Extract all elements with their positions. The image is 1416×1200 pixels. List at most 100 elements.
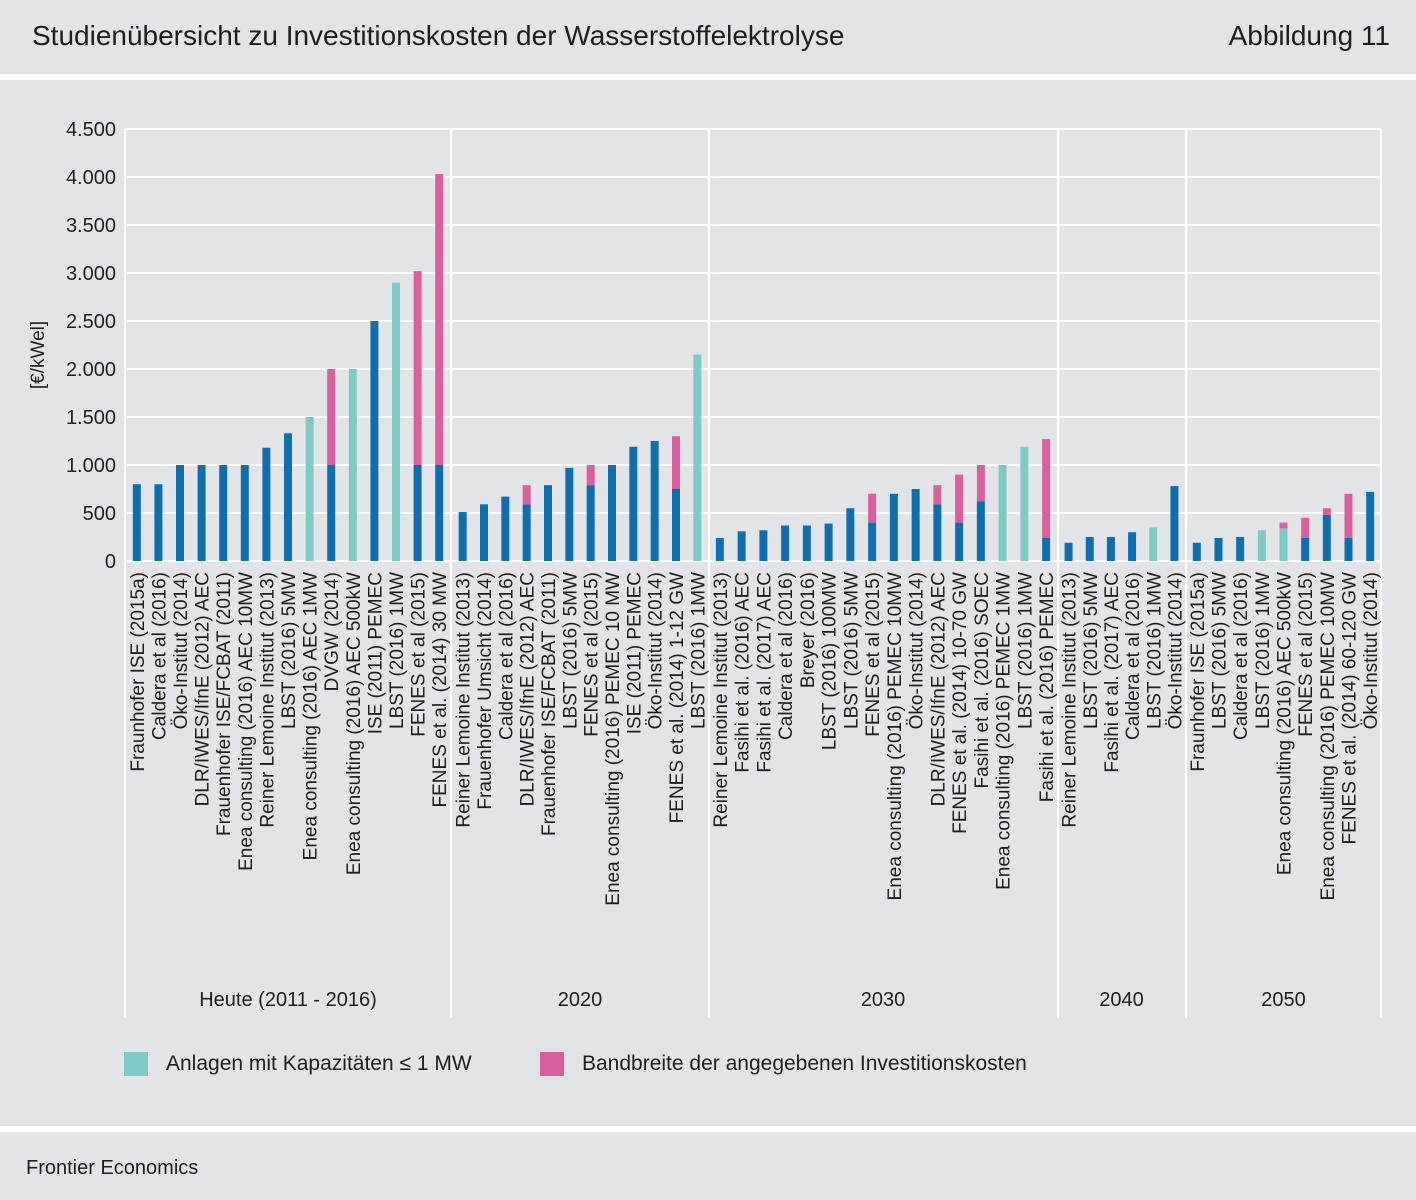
bar xyxy=(1257,530,1266,561)
category-label: LBST (2016) 5MW xyxy=(1210,572,1231,729)
category-label: FENES et al. (2014) 1-12 GW xyxy=(667,572,688,823)
bar xyxy=(976,501,985,561)
bar-chart: 0 500 1.000 1.500 2.000 2.500 3.000 3.500 4.000 4… xyxy=(28,119,1382,1018)
bar-range xyxy=(1344,493,1353,538)
bar xyxy=(1170,486,1179,561)
bar xyxy=(1214,537,1223,561)
bar xyxy=(240,465,249,561)
bar xyxy=(629,446,638,561)
bar xyxy=(522,504,531,561)
category-label: Reiner Lemoine Institut (2013) xyxy=(1060,572,1081,828)
bar xyxy=(480,504,488,561)
bar xyxy=(305,417,314,561)
category-label: Enea consulting (2016) AEC 10MW xyxy=(236,572,257,871)
bar xyxy=(348,369,357,561)
y-tick-label: 1.500 xyxy=(66,407,116,429)
category-label: FENES et al (2015) xyxy=(409,572,430,737)
category-label: Fraunhofer ISE (2015a) xyxy=(1188,572,1209,772)
category-label: LBST (2016) 100MW xyxy=(820,572,841,750)
category-label: LBST (2016) 5MW xyxy=(841,572,862,729)
category-label: Reiner Lemoine Institut (2013) xyxy=(454,572,475,828)
category-label: Öko-Institut (2014) xyxy=(171,572,192,729)
legend-item-small: Anlagen mit Kapazitäten ≤ 1 MW xyxy=(124,1052,472,1076)
bar-range xyxy=(1042,439,1051,538)
bar xyxy=(650,441,659,561)
group-label: 2020 xyxy=(558,989,603,1011)
legend-item-range: Bandbreite der angegebenen Investitionsk… xyxy=(540,1052,1027,1076)
bar-range xyxy=(976,465,985,502)
bar xyxy=(132,484,141,561)
bar xyxy=(955,522,964,561)
y-tick-label: 3.000 xyxy=(66,263,116,285)
group-label: 2040 xyxy=(1099,989,1144,1011)
category-label: Enea consulting (2016) PEMEC 10MW xyxy=(885,572,906,900)
y-tick-label: 4.500 xyxy=(66,119,116,141)
bar xyxy=(759,530,768,561)
bar xyxy=(933,504,942,561)
category-label: LBST (2016) 5MW xyxy=(279,572,300,729)
category-label: Öko-Institut (2014) xyxy=(646,572,667,729)
y-tick-label: 2.500 xyxy=(66,311,116,333)
bar-range xyxy=(522,485,531,505)
category-label: Caldera et al (2016) xyxy=(149,572,170,740)
footer-bar xyxy=(0,1132,1416,1200)
category-label: LBST (2016) 1MW xyxy=(1253,572,1274,729)
category-label: Frauenhofer Umsicht (2014) xyxy=(475,572,496,810)
category-label: LBST (2016) 1MW xyxy=(1144,572,1165,729)
bar xyxy=(586,485,595,561)
category-label: FENES et al (2015) xyxy=(863,572,884,737)
bar xyxy=(1344,537,1353,561)
bar xyxy=(1149,527,1158,561)
bar xyxy=(370,321,379,561)
bar xyxy=(608,465,616,561)
bar-range xyxy=(586,465,595,486)
bar-range xyxy=(435,174,444,465)
category-label: FENES et al (2015) xyxy=(1296,572,1317,737)
bar xyxy=(1322,514,1331,561)
category-label: LBST (2016) 1MW xyxy=(1015,572,1036,729)
figure-label: Abbildung 11 xyxy=(1228,20,1390,51)
category-label: Enea consulting (2016) PEMEC 10MW xyxy=(1318,572,1339,900)
bar xyxy=(197,465,206,561)
bar xyxy=(1128,532,1137,561)
bar-range xyxy=(868,493,877,523)
category-label: Caldera et al (2016) xyxy=(776,572,797,740)
bar-range xyxy=(413,271,422,465)
category-label: Enea consulting (2016) AEC 500kW xyxy=(344,572,365,875)
category-label: DVGW (2014) xyxy=(322,572,343,691)
bar xyxy=(392,282,400,561)
category-label: Fasihi et al. (2017) AEC xyxy=(754,572,775,773)
legend-label-small: Anlagen mit Kapazitäten ≤ 1 MW xyxy=(166,1052,472,1075)
category-label: LBST (2016) 5MW xyxy=(1081,572,1102,729)
category-label: LBST (2016) 1MW xyxy=(688,572,709,729)
bar-range xyxy=(1279,522,1288,529)
header-bar: Studienübersicht zu Investitionskosten d… xyxy=(0,0,1416,74)
bar xyxy=(781,525,790,561)
category-label: FENES et al. (2014) 60-120 GW xyxy=(1340,572,1361,845)
bar xyxy=(1020,446,1029,561)
bar-range xyxy=(672,436,680,489)
category-label: DLR/IWES/IfnE (2012) AEC xyxy=(518,572,539,806)
y-tick-label: 0 xyxy=(105,551,116,573)
category-label: Fasihi et al. (2016) SOEC xyxy=(972,572,993,788)
category-label: DLR/IWES/IfnE (2012) AEC xyxy=(928,572,949,806)
bar-range xyxy=(1322,508,1331,515)
bar xyxy=(1301,537,1310,561)
category-label: LBST (2016) 5MW xyxy=(560,572,581,729)
category-label: DLR/IWES/IfnE (2012) AEC xyxy=(193,572,214,806)
bar xyxy=(544,485,552,561)
bar-range xyxy=(1301,517,1310,538)
category-label: Enea consulting (2016) AEC 1MW xyxy=(301,572,322,860)
bar xyxy=(154,484,163,561)
group-label: Heute (2011 - 2016) xyxy=(199,989,377,1011)
group-label: 2030 xyxy=(861,989,906,1011)
category-label: Caldera et al (2016) xyxy=(1231,572,1252,740)
y-tick-label: 1.000 xyxy=(66,455,116,477)
category-label: Öko-Institut (2014) xyxy=(1361,572,1382,729)
legend-swatch-range xyxy=(540,1052,564,1076)
y-axis-label: [€/kWel] xyxy=(28,321,49,389)
bar xyxy=(176,465,184,561)
category-label: ISE (2011) PEMEC xyxy=(624,572,645,734)
y-tick-label: 3.500 xyxy=(66,215,116,237)
category-label: Reiner Lemoine Institut (2013) xyxy=(711,572,732,828)
